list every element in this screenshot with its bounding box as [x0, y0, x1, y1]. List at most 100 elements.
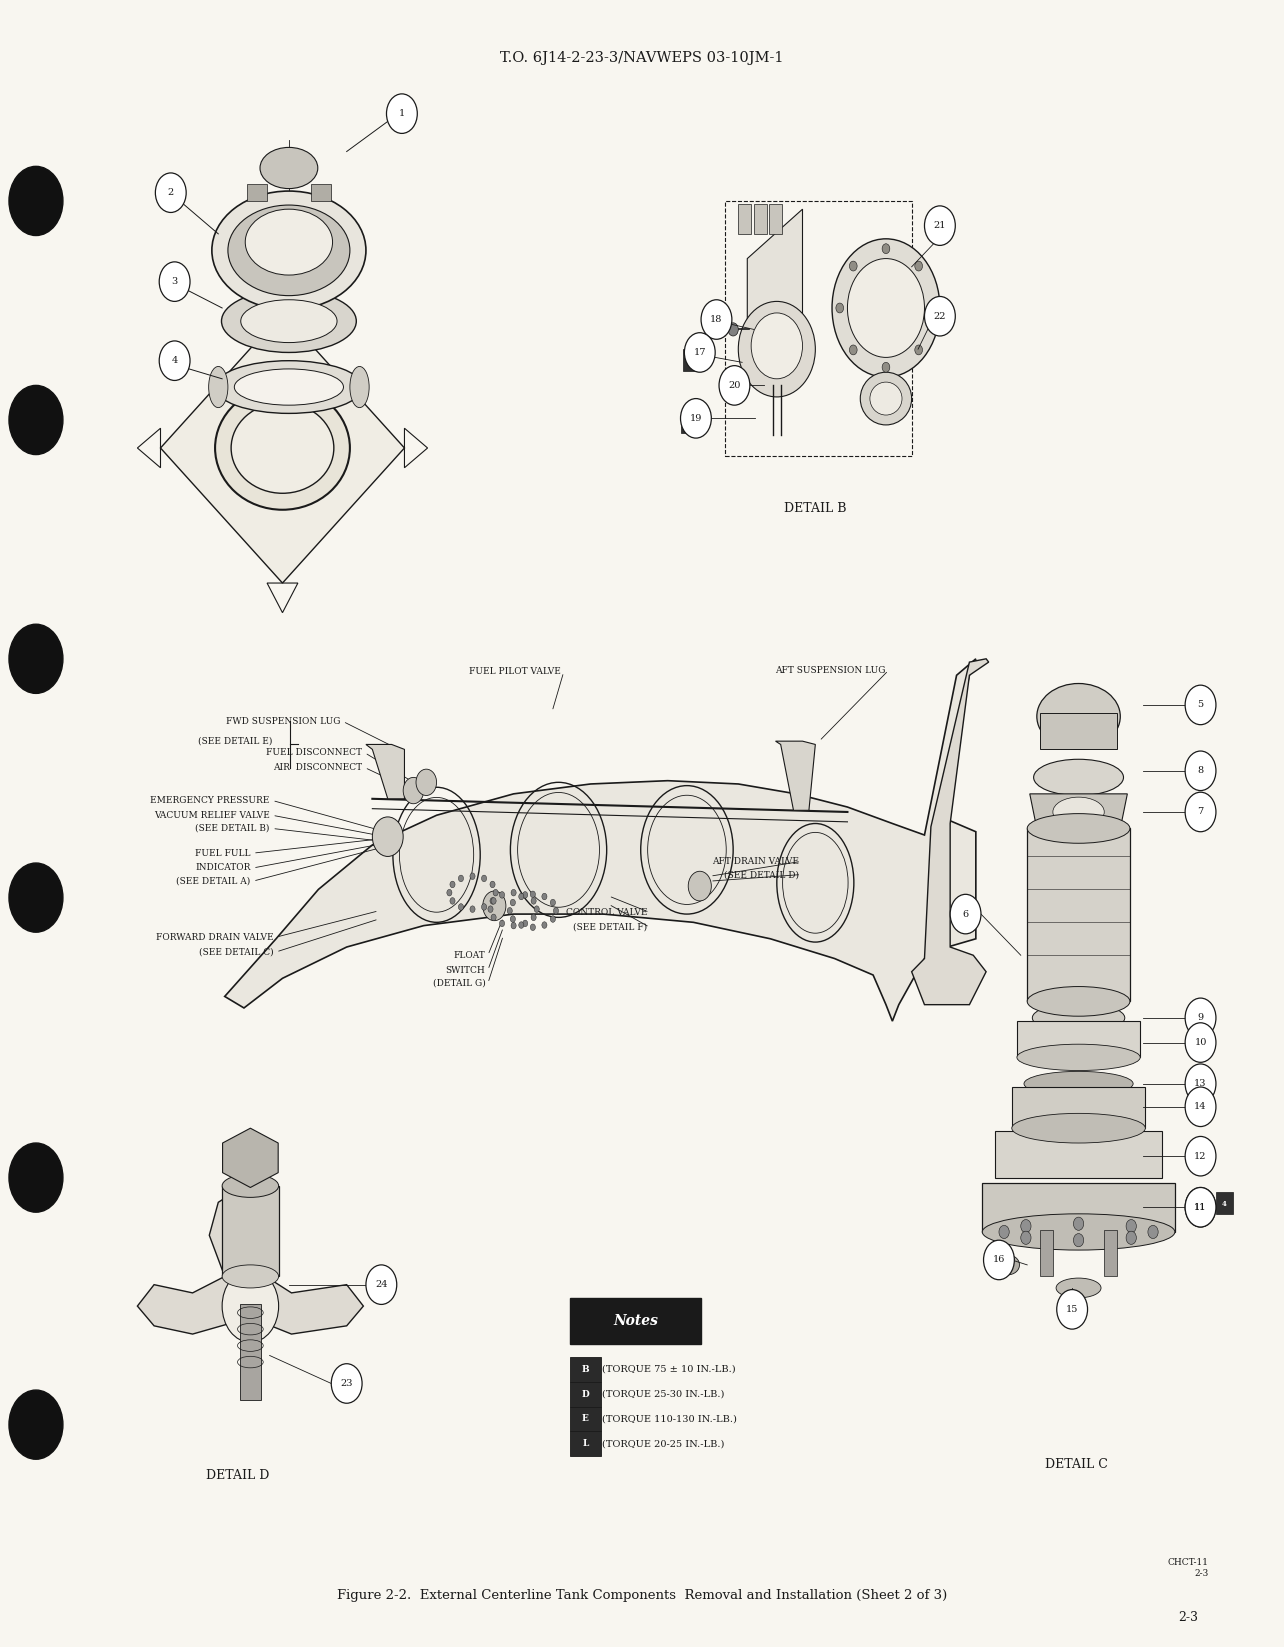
Ellipse shape: [227, 204, 349, 295]
Text: 8: 8: [1198, 766, 1203, 776]
Circle shape: [372, 817, 403, 856]
Polygon shape: [747, 209, 802, 382]
Circle shape: [847, 259, 924, 357]
Circle shape: [9, 1143, 63, 1212]
Text: 7: 7: [1198, 807, 1203, 817]
Text: 10: 10: [1194, 1038, 1207, 1047]
Circle shape: [458, 904, 464, 911]
Circle shape: [1057, 1290, 1088, 1329]
Circle shape: [534, 906, 539, 912]
Circle shape: [542, 893, 547, 899]
Circle shape: [950, 894, 981, 934]
Circle shape: [523, 891, 528, 898]
Text: AFT SUSPENSION LUG: AFT SUSPENSION LUG: [776, 665, 886, 675]
Ellipse shape: [1055, 1278, 1100, 1298]
Text: 14: 14: [1194, 1102, 1207, 1112]
Circle shape: [882, 362, 890, 372]
Circle shape: [530, 924, 535, 931]
Ellipse shape: [1032, 1003, 1125, 1033]
Text: 6: 6: [963, 909, 968, 919]
Ellipse shape: [259, 147, 317, 188]
Text: (SEE DETAIL F): (SEE DETAIL F): [573, 922, 647, 932]
Polygon shape: [222, 1128, 279, 1187]
Circle shape: [551, 916, 556, 922]
Circle shape: [9, 385, 63, 455]
Ellipse shape: [738, 301, 815, 397]
Circle shape: [530, 891, 535, 898]
FancyBboxPatch shape: [738, 204, 751, 234]
Ellipse shape: [241, 300, 336, 343]
Text: 9: 9: [1198, 1013, 1203, 1023]
Circle shape: [9, 624, 63, 693]
Circle shape: [850, 344, 858, 354]
Text: (TORQUE 75 ± 10 IN.-LB.): (TORQUE 75 ± 10 IN.-LB.): [602, 1365, 736, 1374]
Ellipse shape: [234, 369, 343, 405]
Circle shape: [510, 899, 515, 906]
FancyBboxPatch shape: [570, 1357, 601, 1382]
Text: EMERGENCY PRESSURE: EMERGENCY PRESSURE: [150, 796, 270, 805]
Text: 4: 4: [172, 356, 177, 366]
Circle shape: [449, 881, 455, 888]
Text: DETAIL A: DETAIL A: [226, 502, 288, 516]
Circle shape: [551, 899, 556, 906]
Ellipse shape: [245, 209, 333, 275]
Circle shape: [519, 893, 524, 899]
FancyBboxPatch shape: [1012, 1087, 1145, 1128]
Text: FLOAT: FLOAT: [453, 950, 485, 960]
Text: 21: 21: [933, 221, 946, 231]
Circle shape: [159, 262, 190, 301]
Circle shape: [836, 303, 844, 313]
FancyBboxPatch shape: [247, 184, 267, 201]
Circle shape: [507, 907, 512, 914]
Circle shape: [499, 921, 505, 927]
FancyBboxPatch shape: [769, 204, 782, 234]
Ellipse shape: [860, 372, 912, 425]
Circle shape: [684, 333, 715, 372]
Text: (SEE DETAIL B): (SEE DETAIL B): [195, 824, 270, 833]
Circle shape: [1185, 685, 1216, 725]
Circle shape: [914, 344, 922, 354]
Text: DETAIL C: DETAIL C: [1045, 1458, 1107, 1471]
FancyBboxPatch shape: [311, 184, 331, 201]
Polygon shape: [160, 313, 404, 583]
Polygon shape: [912, 659, 989, 1005]
Circle shape: [701, 300, 732, 339]
Circle shape: [1185, 1136, 1216, 1176]
FancyBboxPatch shape: [1216, 1192, 1233, 1214]
Ellipse shape: [1027, 987, 1130, 1016]
FancyBboxPatch shape: [982, 1183, 1175, 1232]
Circle shape: [490, 881, 496, 888]
Text: DETAIL B: DETAIL B: [785, 502, 846, 516]
Circle shape: [832, 239, 940, 377]
Text: 2: 2: [168, 188, 173, 198]
Circle shape: [483, 891, 506, 921]
FancyBboxPatch shape: [570, 1298, 701, 1344]
Circle shape: [914, 262, 922, 272]
Ellipse shape: [231, 402, 334, 492]
Text: FWD SUSPENSION LUG: FWD SUSPENSION LUG: [226, 716, 340, 726]
Circle shape: [1073, 1217, 1084, 1230]
Circle shape: [1185, 1064, 1216, 1103]
Text: FUEL PILOT VALVE: FUEL PILOT VALVE: [469, 667, 561, 677]
Text: D: D: [582, 1390, 589, 1398]
Circle shape: [850, 262, 858, 272]
Text: (TORQUE 25-30 IN.-LB.): (TORQUE 25-30 IN.-LB.): [602, 1390, 724, 1398]
FancyBboxPatch shape: [222, 1186, 279, 1276]
Ellipse shape: [208, 366, 227, 408]
FancyBboxPatch shape: [995, 1131, 1162, 1178]
Text: 16: 16: [993, 1255, 1005, 1265]
Circle shape: [482, 904, 487, 911]
Text: Notes: Notes: [614, 1314, 657, 1327]
Text: CHCT-11
2-3: CHCT-11 2-3: [1167, 1558, 1208, 1578]
Circle shape: [688, 871, 711, 901]
Circle shape: [9, 863, 63, 932]
Circle shape: [928, 303, 936, 313]
Text: B: B: [582, 1365, 589, 1374]
Ellipse shape: [222, 290, 356, 352]
Circle shape: [470, 906, 475, 912]
Circle shape: [490, 898, 496, 904]
Text: VACUUM RELIEF VALVE: VACUUM RELIEF VALVE: [154, 810, 270, 820]
Text: 3: 3: [172, 277, 177, 287]
Circle shape: [222, 1270, 279, 1342]
Circle shape: [1021, 1232, 1031, 1245]
